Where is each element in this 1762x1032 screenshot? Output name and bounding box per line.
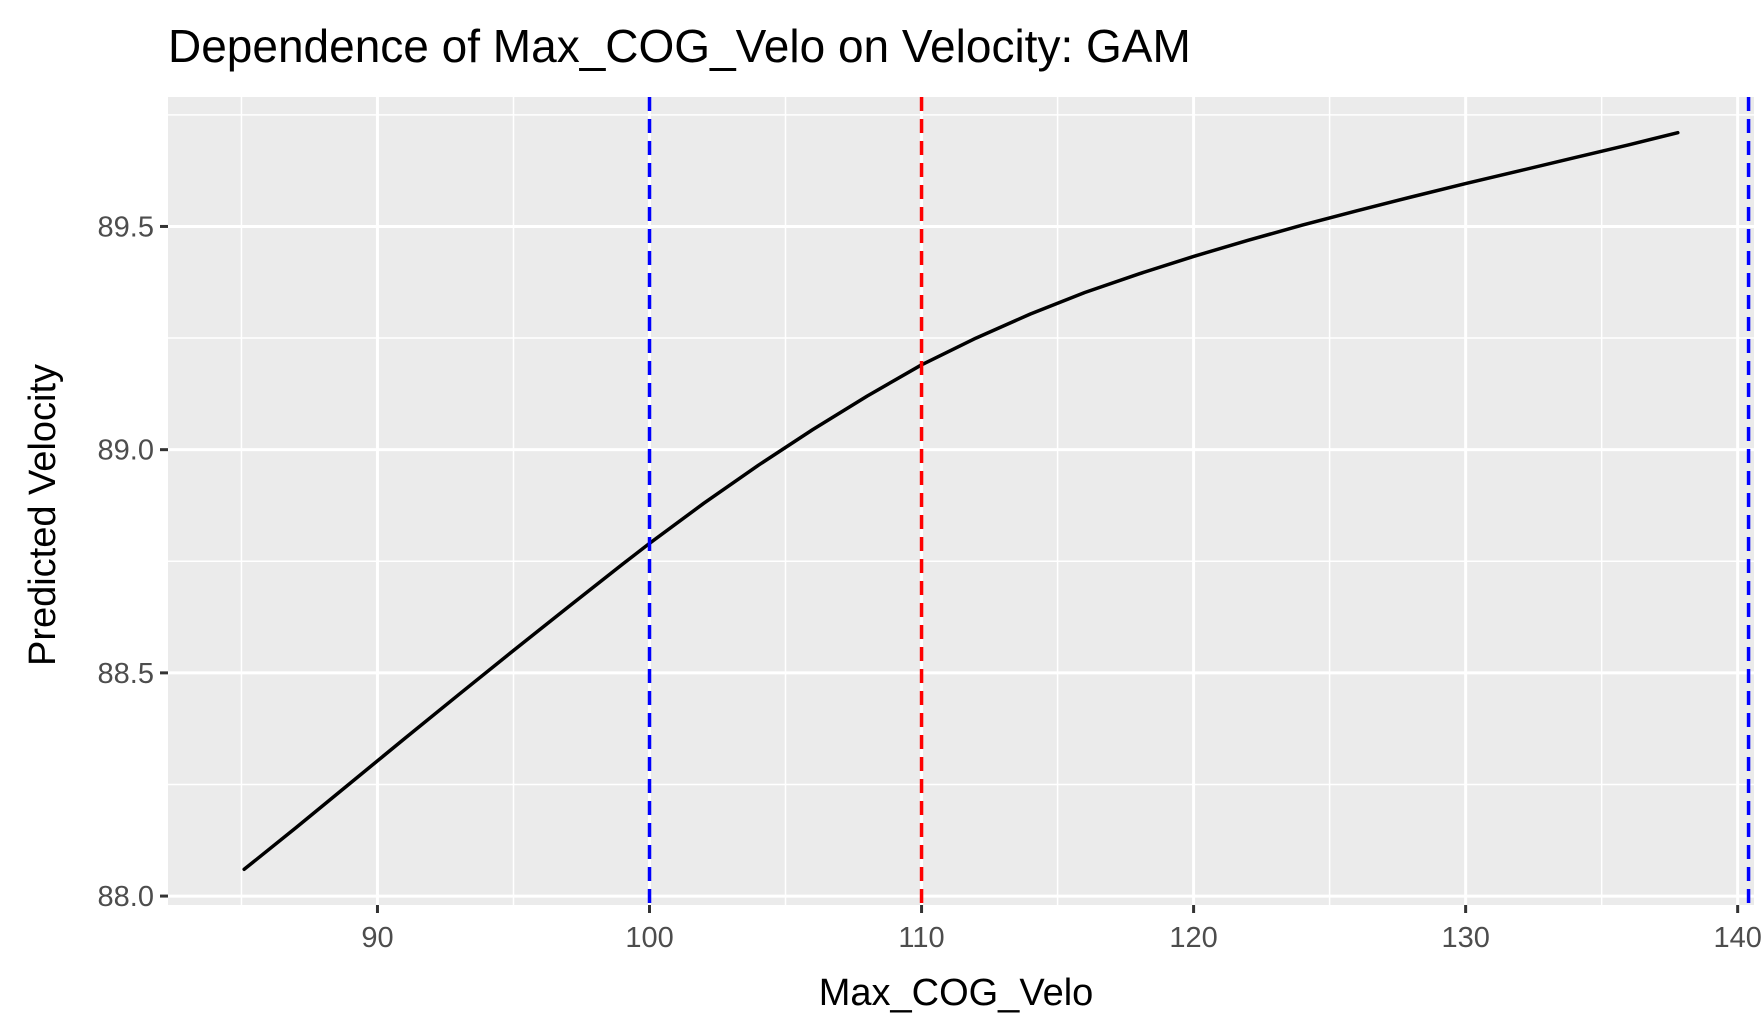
y-tick-label: 88.0: [98, 881, 154, 913]
y-axis-title: Predicted Velocity: [22, 364, 64, 666]
x-tick-label: 100: [625, 922, 673, 954]
grid-minor: [168, 97, 1754, 905]
x-tick-label: 110: [898, 922, 944, 954]
chart-title: Dependence of Max_COG_Velo on Velocity: …: [168, 20, 1191, 72]
grid-major: [168, 97, 1754, 905]
x-tick-label: 140: [1713, 922, 1761, 954]
y-axis: 88.0 88.5 89.0 89.5: [98, 211, 168, 913]
y-tick-label: 89.0: [98, 435, 154, 467]
x-tick-label: 120: [1169, 922, 1217, 954]
x-tick-label: 90: [361, 922, 393, 954]
x-axis: 90 100 110 120 130 140: [361, 905, 1762, 954]
x-tick-label: 130: [1441, 922, 1489, 954]
y-tick-label: 89.5: [98, 211, 154, 243]
series-layer: [242, 130, 1680, 872]
y-tick-label: 88.5: [98, 658, 154, 690]
x-axis-title: Max_COG_Velo: [819, 972, 1094, 1014]
plot-panel: [168, 97, 1754, 905]
reference-lines: [647, 97, 1751, 905]
series-line: [242, 130, 1680, 872]
